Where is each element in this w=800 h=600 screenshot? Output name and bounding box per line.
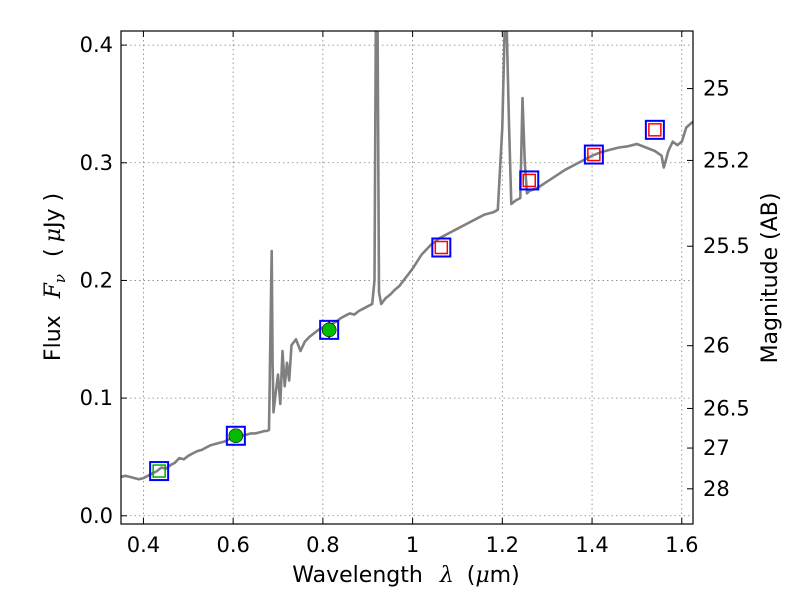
y-axis-symbol: F — [41, 282, 66, 299]
y-tick-label: 0.4 — [80, 33, 113, 57]
x-axis-unit-mu: μ — [475, 563, 489, 588]
model-photometry-box — [431, 237, 452, 258]
x-axis-unit-open: ( — [467, 563, 476, 588]
x-tick-label: 1.2 — [486, 533, 519, 557]
x-axis-symbol: λ — [439, 563, 454, 588]
x-tick-label: 0.8 — [306, 533, 339, 557]
plot-frame — [120, 30, 694, 525]
mag-tick-label: 25.2 — [703, 148, 750, 172]
predicted-photometry-box — [522, 173, 537, 188]
mag-tick-label: 26.5 — [703, 396, 750, 420]
y-axis-unit-open: ( — [41, 248, 66, 257]
y-axis-label: Flux — [41, 315, 66, 361]
y-axis-subscript: ν — [51, 274, 69, 283]
mag-tick-label: 25.5 — [703, 234, 750, 258]
mag-tick-label: 25 — [703, 77, 730, 101]
measured-point — [228, 428, 244, 444]
model-photometry-box — [519, 170, 540, 191]
mag-tick-label: 28 — [703, 477, 730, 501]
model-photometry-box — [149, 461, 170, 482]
predicted-photometry-box — [434, 240, 449, 255]
y-axis-unit-mu: μ — [41, 228, 66, 242]
x-tick-label: 0.4 — [127, 533, 160, 557]
y-tick-label: 0.2 — [80, 268, 113, 292]
mag-tick-label: 26 — [703, 334, 730, 358]
y-tick-label: 0.3 — [80, 151, 113, 175]
model-photometry-box — [225, 425, 246, 446]
x-tick-label: 1 — [406, 533, 419, 557]
y-tick-label: 0.0 — [80, 504, 113, 528]
model-photometry-box — [319, 319, 340, 340]
blue-band-box — [152, 464, 166, 478]
measured-point — [321, 322, 337, 338]
x-axis-label: Wavelength — [292, 563, 423, 588]
x-axis-unit-rest: m) — [490, 563, 520, 588]
right-axis-title: Magnitude (AB) — [758, 193, 783, 364]
model-photometry-box — [583, 144, 604, 165]
model-photometry-box — [644, 119, 665, 140]
y-axis-unit-rest: Jy ) — [41, 193, 66, 230]
grid-lines — [121, 31, 693, 524]
y-tick-label: 0.1 — [80, 386, 113, 410]
mag-tick-label: 27 — [703, 436, 730, 460]
x-tick-label: 1.6 — [665, 533, 698, 557]
y-axis-title: Flux Fν ( μJy ) — [41, 193, 71, 361]
spectrum-line — [121, 31, 693, 481]
x-tick-label: 1.4 — [575, 533, 608, 557]
predicted-photometry-box — [648, 123, 662, 137]
predicted-photometry-box — [587, 147, 601, 162]
axis-ticks: 0.4 0.6 0.8 1 1.2 1.4 1.6 0.0 0.1 0.2 0.3 0.4 25 25.2… — [80, 31, 750, 557]
x-axis-title: Wavelength λ (μm) — [292, 563, 519, 588]
plot-content — [121, 31, 693, 482]
x-tick-label: 0.6 — [216, 533, 249, 557]
